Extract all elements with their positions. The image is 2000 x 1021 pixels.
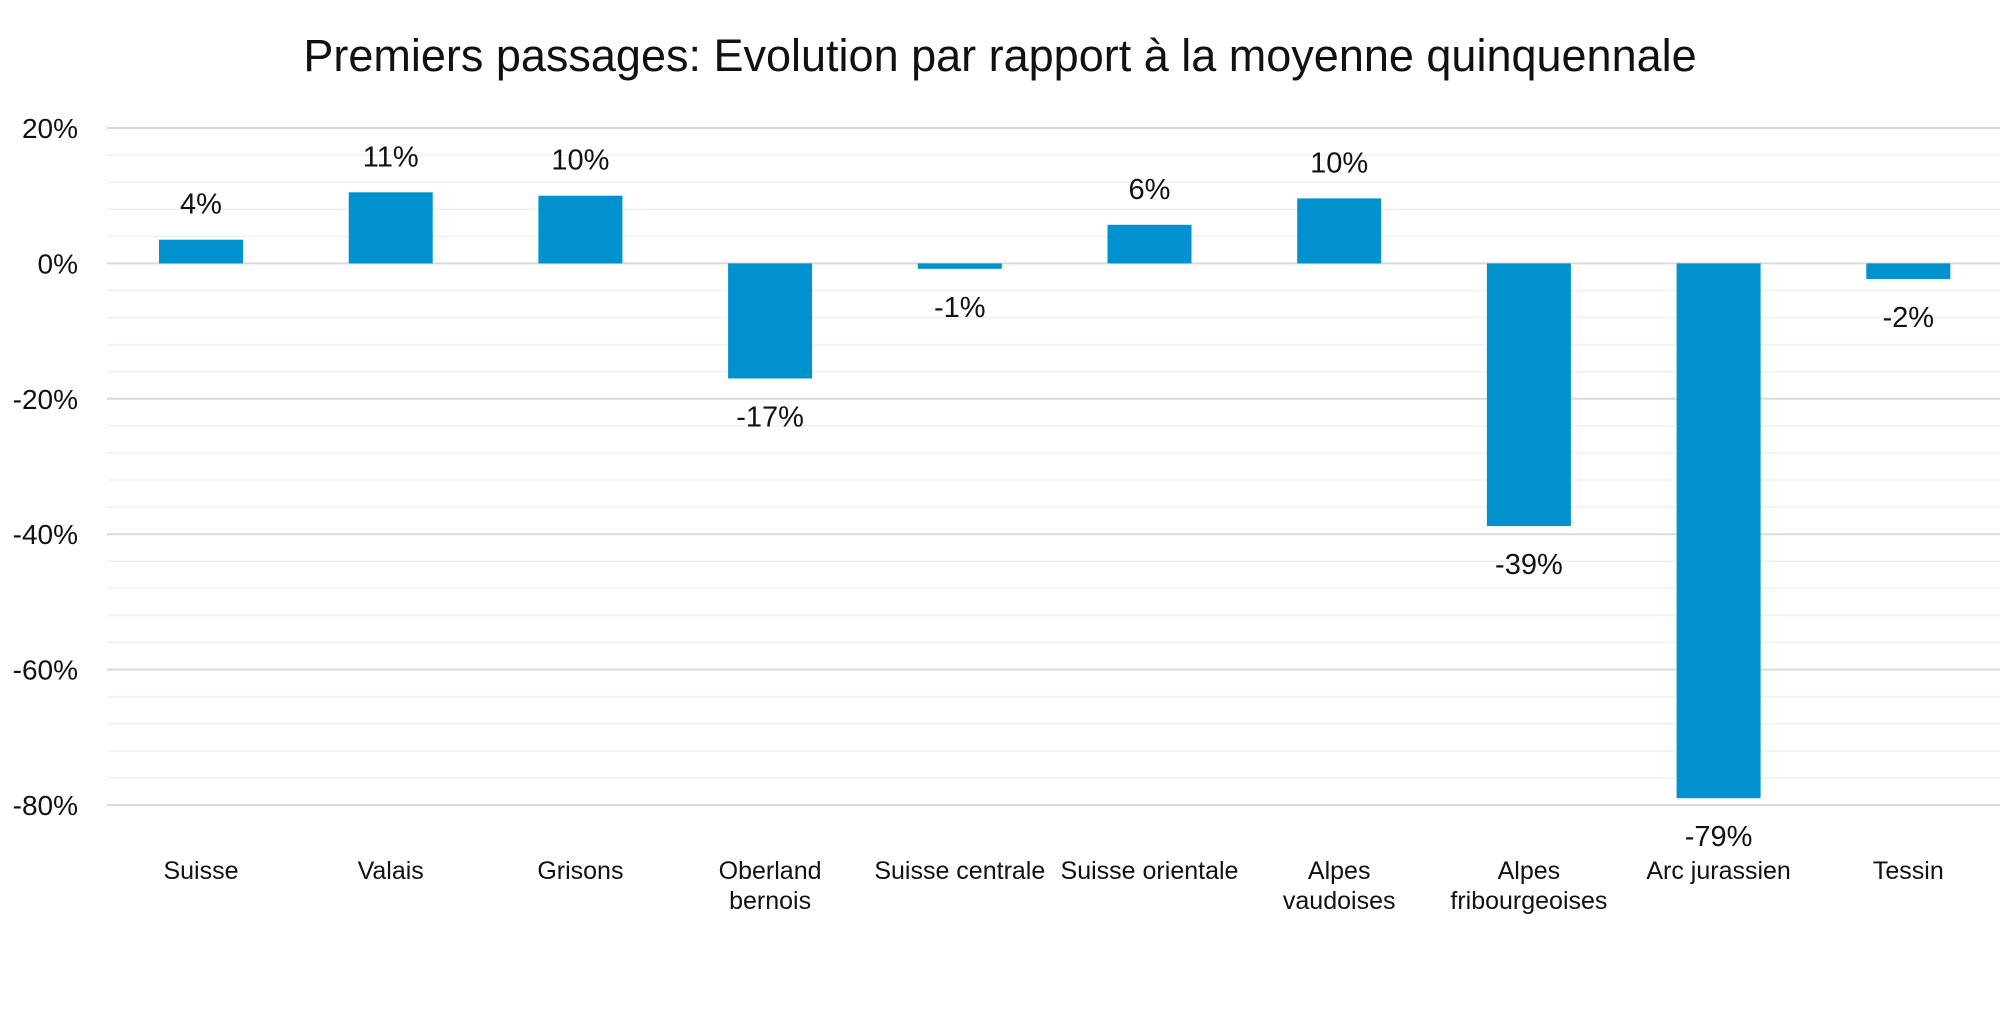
category-label: Tessin bbox=[1873, 857, 1944, 885]
category-label: vaudoises bbox=[1283, 887, 1396, 915]
data-label: 10% bbox=[551, 145, 609, 177]
chart-title: Premiers passages: Evolution par rapport… bbox=[303, 30, 1697, 81]
y-tick-label: -60% bbox=[13, 655, 78, 686]
category-label: Alpes bbox=[1308, 857, 1371, 885]
y-tick-label: -40% bbox=[13, 519, 78, 550]
category-label: Suisse orientale bbox=[1061, 857, 1239, 885]
category-label: Alpes bbox=[1498, 857, 1561, 885]
y-tick-label: -80% bbox=[13, 790, 78, 821]
y-axis-ticks: 20% 0% -20% -40% -60% -80% bbox=[13, 113, 78, 821]
data-label: 10% bbox=[1310, 147, 1368, 179]
category-label: Suisse bbox=[163, 857, 238, 885]
bar bbox=[1486, 263, 1571, 527]
bar bbox=[1676, 263, 1761, 799]
bar bbox=[1866, 263, 1951, 279]
category-label: Oberland bbox=[719, 857, 822, 885]
category-label: Arc jurassien bbox=[1646, 857, 1791, 885]
y-tick-label: -20% bbox=[13, 384, 78, 415]
data-label: 6% bbox=[1129, 174, 1171, 206]
category-label: bernois bbox=[729, 887, 811, 915]
category-label: Grisons bbox=[537, 857, 623, 885]
bar bbox=[728, 263, 813, 379]
y-tick-label: 0% bbox=[38, 248, 78, 279]
data-label: -17% bbox=[736, 401, 804, 433]
bar bbox=[1297, 198, 1382, 264]
category-label: Suisse centrale bbox=[874, 857, 1045, 885]
bar bbox=[159, 239, 243, 264]
bar bbox=[538, 195, 623, 264]
data-label: 4% bbox=[180, 189, 222, 221]
bar bbox=[1107, 224, 1192, 264]
data-label: -1% bbox=[934, 292, 986, 324]
y-tick-label: 20% bbox=[22, 113, 78, 144]
data-label: -2% bbox=[1883, 302, 1935, 334]
data-label: 11% bbox=[363, 141, 419, 173]
data-label: -39% bbox=[1495, 549, 1563, 581]
data-labels: 4% 11% 10% -17% -1% 6% 10% -39% -79% -2% bbox=[180, 141, 1934, 853]
category-label: fribourgeoises bbox=[1450, 887, 1607, 915]
bars bbox=[159, 192, 1951, 799]
bar bbox=[917, 263, 1002, 269]
data-label: -79% bbox=[1685, 821, 1753, 853]
category-label: Valais bbox=[358, 857, 424, 885]
bar bbox=[348, 192, 433, 264]
